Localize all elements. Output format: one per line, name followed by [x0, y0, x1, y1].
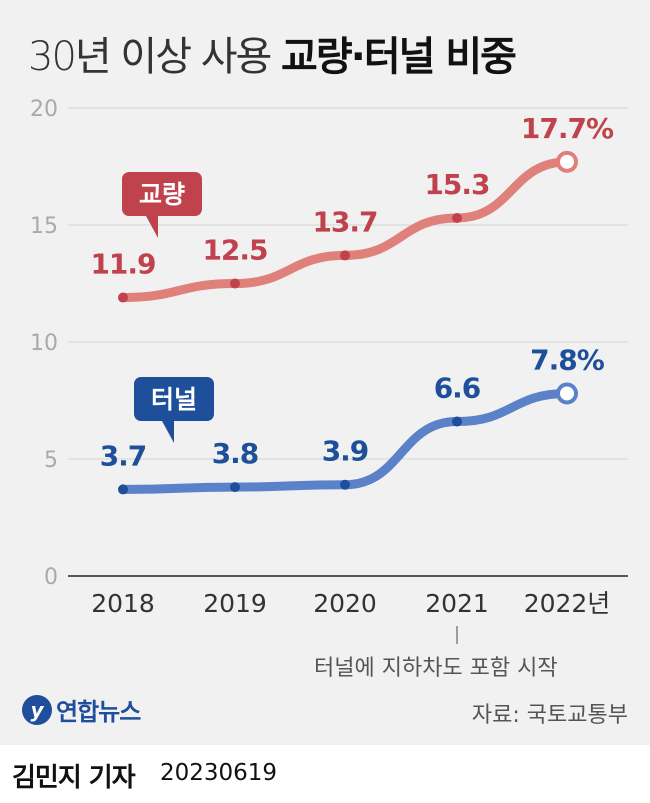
data-label: 12.5 [202, 234, 267, 267]
series-callout-tail [146, 216, 158, 238]
data-label: 15.3 [424, 168, 489, 201]
logo: y 연합뉴스 [22, 692, 141, 727]
yonhap-logo-icon: y [22, 694, 52, 725]
data-point [118, 484, 128, 495]
data-label: 3.9 [322, 435, 369, 468]
data-label: 3.7 [100, 439, 147, 472]
series-line [118, 388, 572, 494]
data-point [452, 212, 462, 223]
series-callout [122, 172, 202, 216]
data-label: 13.7 [312, 205, 377, 238]
title-light: 30년 이상 사용 [28, 34, 272, 80]
y-tick-label: 15 [30, 214, 58, 239]
logo-text: 연합뉴스 [56, 698, 141, 726]
data-point [340, 479, 350, 490]
data-point [340, 250, 350, 261]
data-point-end [556, 382, 578, 405]
publish-date: 20230619 [160, 760, 278, 786]
series-name-label: 터널 [151, 385, 197, 414]
x-tick-label: 2021 [425, 589, 489, 618]
data-point [118, 292, 128, 303]
x-tick-label: 2018 [91, 589, 155, 618]
source-text: 자료: 국토교통부 [471, 703, 628, 728]
x-tick-label: 2020 [313, 589, 377, 618]
y-tick-label: 10 [30, 331, 58, 356]
chart-title: 30년 이상 사용 교량·터널 비중 [28, 24, 517, 82]
x-tick-label: 2019 [203, 589, 267, 618]
data-label: 11.9 [90, 248, 155, 281]
data-label: 3.8 [212, 437, 259, 470]
title-bold: 교량·터널 비중 [281, 34, 517, 80]
series-callout-tail [162, 421, 174, 443]
series-callout [134, 377, 214, 421]
reporter-name: 김민지 기자 [12, 763, 136, 793]
data-label: 17.7% [521, 112, 614, 145]
x-tick-label: 2022년 [524, 589, 611, 618]
data-label: 7.8% [530, 343, 605, 376]
data-label: 6.6 [434, 372, 481, 405]
y-tick-label: 20 [30, 97, 58, 122]
y-tick-label: 0 [44, 565, 58, 590]
byline: 김민지 기자 20230619 [0, 745, 650, 803]
data-point [230, 278, 240, 289]
y-tick-label: 5 [44, 448, 58, 473]
annotation-text: 터널에 지하차도 포함 시작 [314, 656, 558, 681]
data-point [230, 482, 240, 493]
data-point [452, 416, 462, 427]
data-point-end [556, 150, 578, 173]
series-name-label: 교량 [139, 180, 185, 209]
